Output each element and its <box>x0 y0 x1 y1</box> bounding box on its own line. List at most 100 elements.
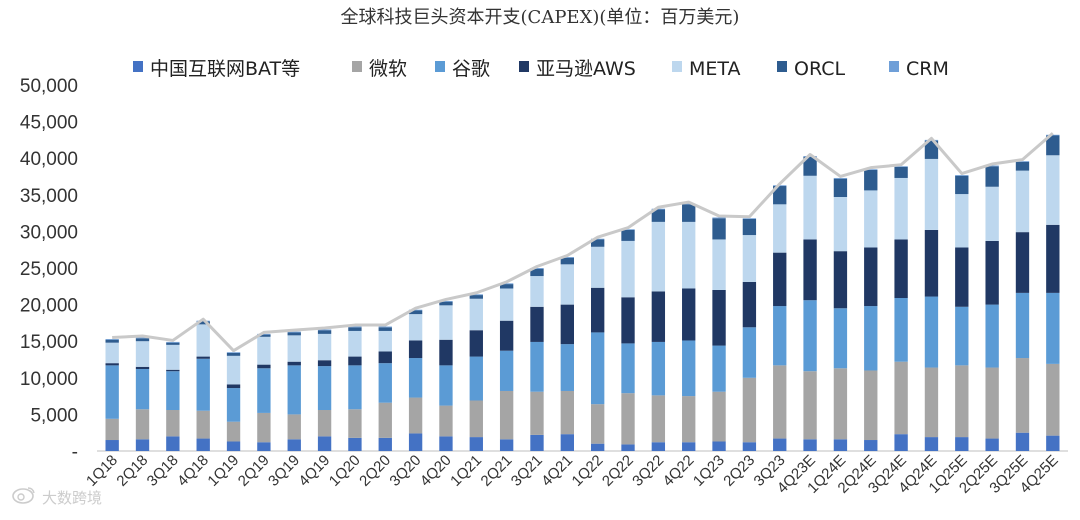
bar-segment <box>1046 155 1060 225</box>
bar-segment <box>408 314 423 341</box>
bar-stack-4Q25E <box>1046 134 1060 451</box>
legend-label: CRM <box>906 58 949 80</box>
bar-segment <box>864 306 878 371</box>
legend-label: 亚马逊AWS <box>536 58 636 80</box>
bar-segment <box>166 344 180 370</box>
y-tick-label: 5,000 <box>30 405 78 426</box>
bar-segment <box>317 366 332 411</box>
bar-segment <box>712 345 726 392</box>
bar-segment <box>864 440 878 451</box>
bar-segment <box>408 340 423 359</box>
bar-segment <box>591 238 605 240</box>
x-tick-label: 2Q22 <box>599 452 637 490</box>
x-tick-label: 2Q18 <box>113 452 151 490</box>
x-tick-label: 4Q21 <box>538 452 576 490</box>
bar-segment <box>348 326 362 328</box>
bar-segment <box>894 166 908 178</box>
bar-segment <box>257 368 271 413</box>
bar-stack-2Q23 <box>742 218 757 451</box>
bar-segment <box>348 327 362 331</box>
bar-segment <box>1015 432 1030 451</box>
x-tick-label: 2Q23 <box>720 452 758 490</box>
bar-stack-4Q19 <box>317 329 332 451</box>
x-tick-label: 1Q20 <box>326 452 364 490</box>
x-tick-label: 2Q20 <box>356 452 394 490</box>
bar-segment <box>166 410 180 437</box>
bar-segment <box>196 438 210 451</box>
bar-segment <box>803 371 817 440</box>
bar-segment <box>742 218 757 219</box>
bar-segment <box>864 370 878 441</box>
bar-segment <box>985 304 999 368</box>
bar-stack-3Q25E <box>1015 161 1030 451</box>
bar-segment <box>924 296 939 368</box>
bar-segment <box>833 197 848 252</box>
bar-segment <box>651 442 666 451</box>
bar-segment <box>317 329 332 331</box>
bar-segment <box>833 178 848 197</box>
x-tick-label: 3Q19 <box>265 452 303 490</box>
bar-segment <box>135 337 150 339</box>
bar-segment <box>591 332 605 405</box>
bar-segment <box>287 332 301 336</box>
x-tick-label: 4Q20 <box>417 452 455 490</box>
bar-segment <box>924 437 939 451</box>
legend-label: 微软 <box>369 58 407 80</box>
bar-segment <box>135 369 150 410</box>
bar-stack-1Q22 <box>591 238 605 451</box>
bar-segment <box>742 218 757 236</box>
bar-segment <box>226 441 241 451</box>
bar-segment <box>803 175 817 240</box>
bar-segment <box>105 339 119 340</box>
bar-segment <box>257 336 271 365</box>
bar-segment <box>773 204 787 253</box>
bar-segment <box>591 239 605 247</box>
bar-segment <box>712 218 726 240</box>
bar-segment <box>196 321 210 325</box>
bar-stack-3Q24E <box>894 166 908 451</box>
bar-segment <box>105 339 119 343</box>
bar-segment <box>196 356 210 359</box>
legend-swatch <box>889 61 899 72</box>
legend-swatch <box>777 61 787 72</box>
bar-segment <box>1046 224 1060 293</box>
bar-segment <box>621 229 635 230</box>
bar-segment <box>591 246 605 288</box>
bar-stack-2Q18 <box>135 337 150 451</box>
y-tick-label: 40,000 <box>20 149 78 170</box>
bar-segment <box>317 333 332 361</box>
weibo-icon <box>12 487 35 504</box>
bar-segment <box>226 352 241 356</box>
bar-segment <box>1015 161 1030 171</box>
total-line <box>112 132 1054 353</box>
bar-segment <box>226 384 241 389</box>
y-tick-label: 50,000 <box>20 76 78 97</box>
bar-segment <box>560 434 574 451</box>
bar-segment <box>833 439 848 451</box>
bar-segment <box>955 306 969 366</box>
bar-segment <box>196 358 210 411</box>
x-tick-label: 1Q21 <box>447 452 485 490</box>
legend-label: 谷歌 <box>452 58 490 80</box>
bar-segment <box>621 229 635 241</box>
bar-segment <box>712 217 726 219</box>
bar-segment <box>894 239 908 299</box>
bar-segment <box>833 251 848 309</box>
bar-segment <box>955 365 969 438</box>
bar-segment <box>560 264 574 305</box>
bar-segment <box>348 365 362 410</box>
legend-swatch <box>519 61 529 72</box>
bar-segment <box>287 361 301 366</box>
bar-segment <box>924 158 939 230</box>
bar-segment <box>287 365 301 415</box>
bar-stack-2Q21 <box>499 283 514 451</box>
bar-segment <box>317 360 332 367</box>
bar-segment <box>439 305 453 340</box>
y-tick-label: 20,000 <box>20 296 78 317</box>
bar-segment <box>378 402 392 438</box>
x-tick-label: 4Q22 <box>660 452 698 490</box>
bar-segment <box>378 327 392 331</box>
bar-segment <box>530 341 544 392</box>
bar-segment <box>378 437 392 451</box>
y-tick-label: - <box>72 442 78 463</box>
